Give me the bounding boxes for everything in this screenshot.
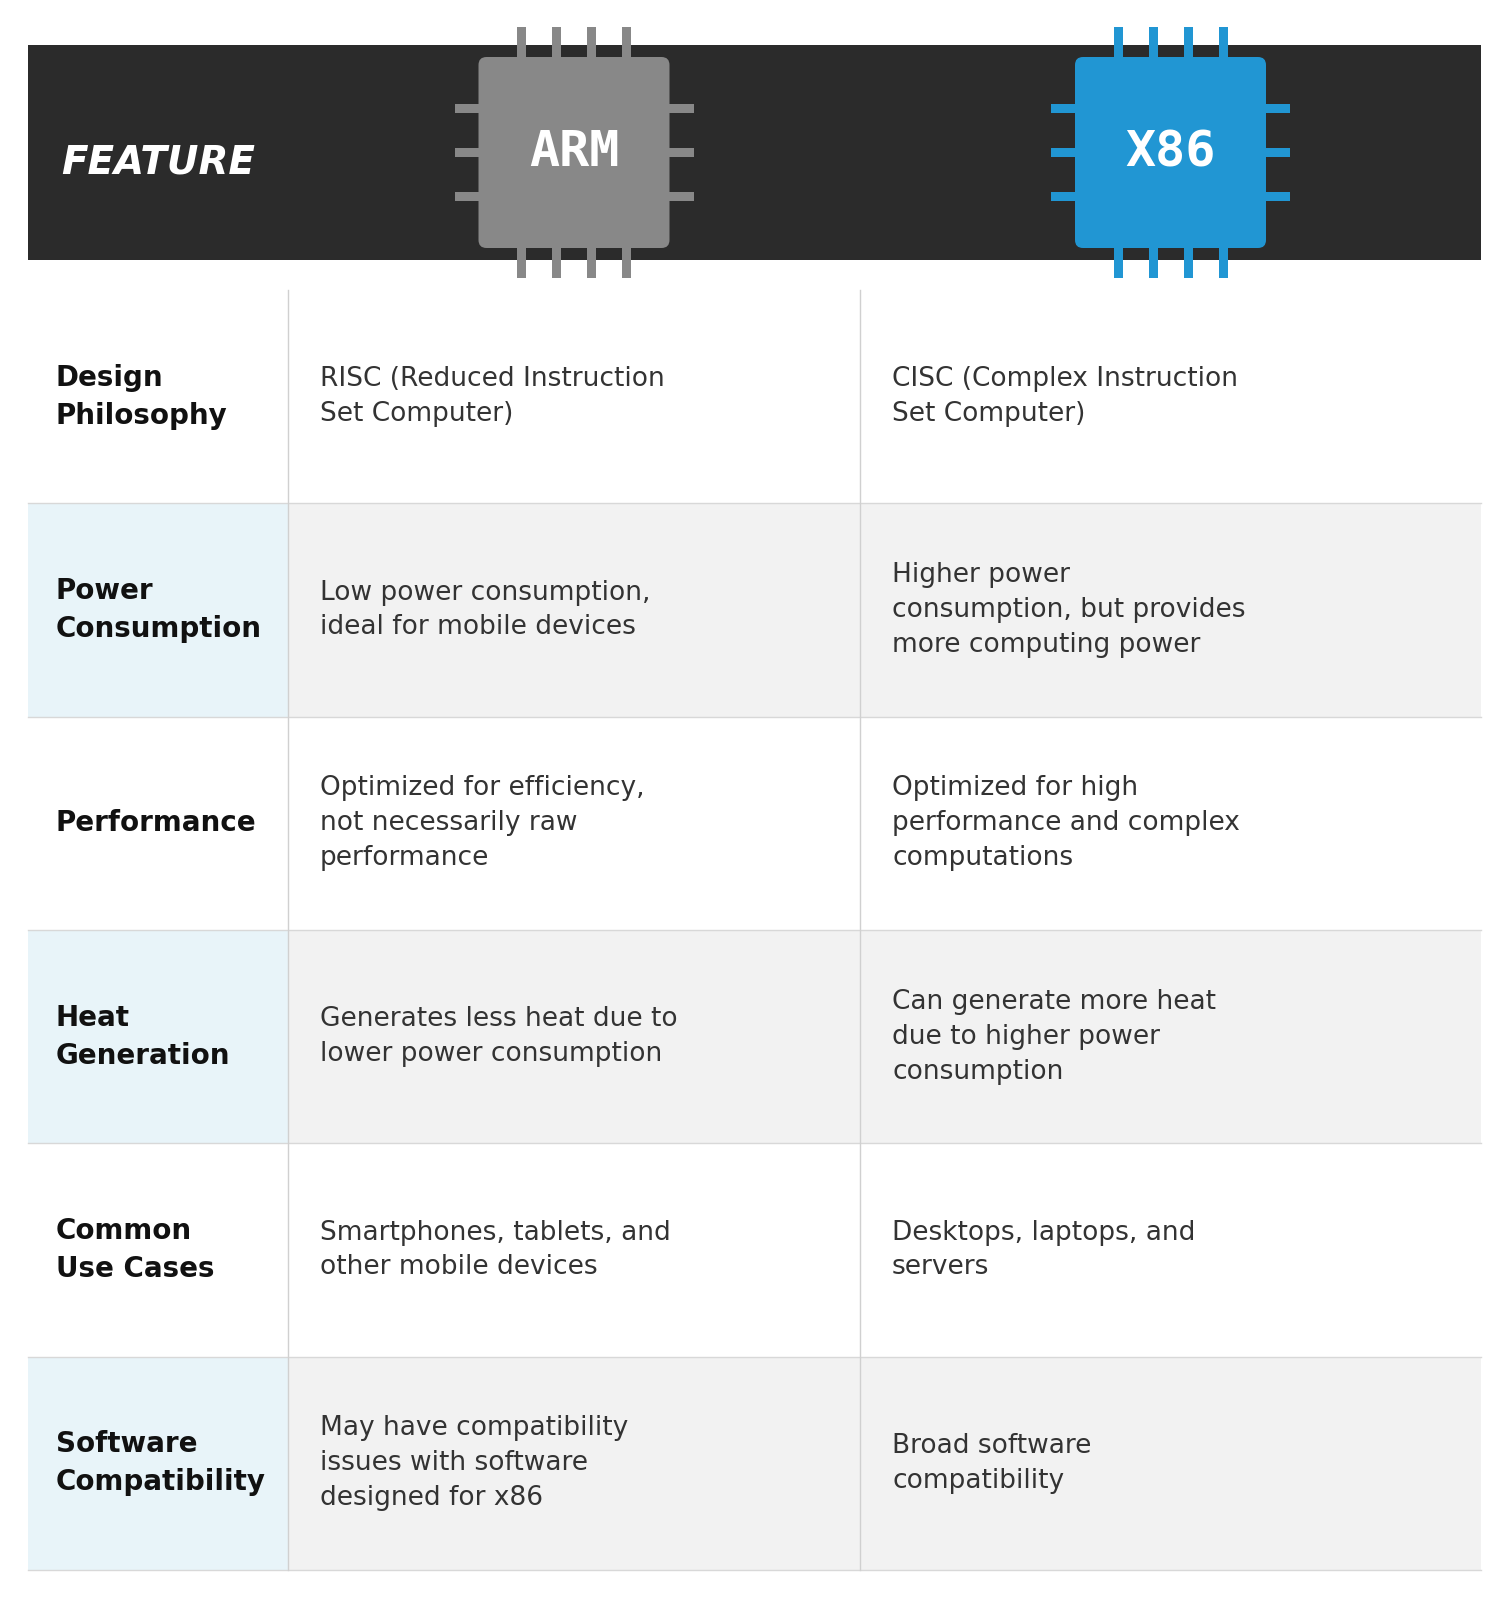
Text: RISC (Reduced Instruction
Set Computer): RISC (Reduced Instruction Set Computer) — [320, 366, 665, 427]
Bar — [1183, 27, 1192, 66]
Bar — [1148, 27, 1157, 66]
Text: Low power consumption,
ideal for mobile devices: Low power consumption, ideal for mobile … — [320, 579, 650, 640]
Bar — [518, 27, 527, 66]
Bar — [622, 27, 631, 66]
Bar — [1218, 27, 1227, 66]
Text: Design
Philosophy: Design Philosophy — [56, 363, 228, 430]
Bar — [454, 192, 486, 200]
Bar — [1259, 192, 1290, 200]
Text: Common
Use Cases: Common Use Cases — [56, 1218, 214, 1283]
Bar — [29, 290, 288, 504]
Bar — [1114, 240, 1123, 278]
Bar — [288, 930, 860, 1144]
Bar — [288, 290, 860, 504]
Bar — [29, 45, 288, 259]
Bar — [454, 104, 486, 114]
Text: Optimized for efficiency,
not necessarily raw
performance: Optimized for efficiency, not necessaril… — [320, 776, 644, 872]
Bar — [860, 1144, 1480, 1357]
FancyBboxPatch shape — [1074, 58, 1266, 248]
Bar — [860, 717, 1480, 930]
Text: May have compatibility
issues with software
designed for x86: May have compatibility issues with softw… — [320, 1416, 628, 1512]
Text: ARM: ARM — [528, 128, 619, 176]
Bar — [288, 1144, 860, 1357]
Text: X86: X86 — [1126, 128, 1216, 176]
Bar — [288, 717, 860, 930]
Text: Smartphones, tablets, and
other mobile devices: Smartphones, tablets, and other mobile d… — [320, 1219, 670, 1280]
Bar — [661, 192, 694, 200]
Bar — [1218, 240, 1227, 278]
Text: Power
Consumption: Power Consumption — [56, 578, 263, 643]
Bar — [1050, 192, 1083, 200]
Bar — [860, 504, 1480, 717]
Bar — [1050, 104, 1083, 114]
Text: Heat
Generation: Heat Generation — [56, 1003, 231, 1070]
Bar — [622, 240, 631, 278]
Bar — [29, 717, 288, 930]
Bar — [29, 1144, 288, 1357]
Bar — [860, 1357, 1480, 1570]
Bar — [29, 504, 288, 717]
Bar — [587, 27, 596, 66]
Bar — [1259, 149, 1290, 157]
Bar — [288, 45, 860, 259]
Bar — [860, 290, 1480, 504]
Bar — [661, 149, 694, 157]
Bar — [29, 1357, 288, 1570]
Bar — [552, 27, 561, 66]
Bar — [661, 104, 694, 114]
Bar — [454, 149, 486, 157]
Bar — [29, 930, 288, 1144]
Bar — [587, 240, 596, 278]
Bar — [552, 240, 561, 278]
Text: CISC (Complex Instruction
Set Computer): CISC (Complex Instruction Set Computer) — [892, 366, 1237, 427]
Bar — [1148, 240, 1157, 278]
Bar — [860, 45, 1480, 259]
Bar — [1050, 149, 1083, 157]
Bar — [288, 1357, 860, 1570]
Text: Software
Compatibility: Software Compatibility — [56, 1430, 266, 1496]
Text: Optimized for high
performance and complex
computations: Optimized for high performance and compl… — [892, 776, 1240, 872]
Text: Broad software
compatibility: Broad software compatibility — [892, 1434, 1091, 1494]
Bar — [288, 504, 860, 717]
Bar — [1259, 104, 1290, 114]
Bar — [518, 240, 527, 278]
Text: Performance: Performance — [56, 810, 257, 837]
Text: Can generate more heat
due to higher power
consumption: Can generate more heat due to higher pow… — [892, 989, 1216, 1085]
Text: Generates less heat due to
lower power consumption: Generates less heat due to lower power c… — [320, 1006, 678, 1067]
FancyBboxPatch shape — [478, 58, 670, 248]
Text: FEATURE: FEATURE — [60, 144, 255, 181]
Bar — [860, 930, 1480, 1144]
Text: Desktops, laptops, and
servers: Desktops, laptops, and servers — [892, 1219, 1195, 1280]
Text: Higher power
consumption, but provides
more computing power: Higher power consumption, but provides m… — [892, 562, 1245, 658]
Bar — [1114, 27, 1123, 66]
Bar — [1183, 240, 1192, 278]
